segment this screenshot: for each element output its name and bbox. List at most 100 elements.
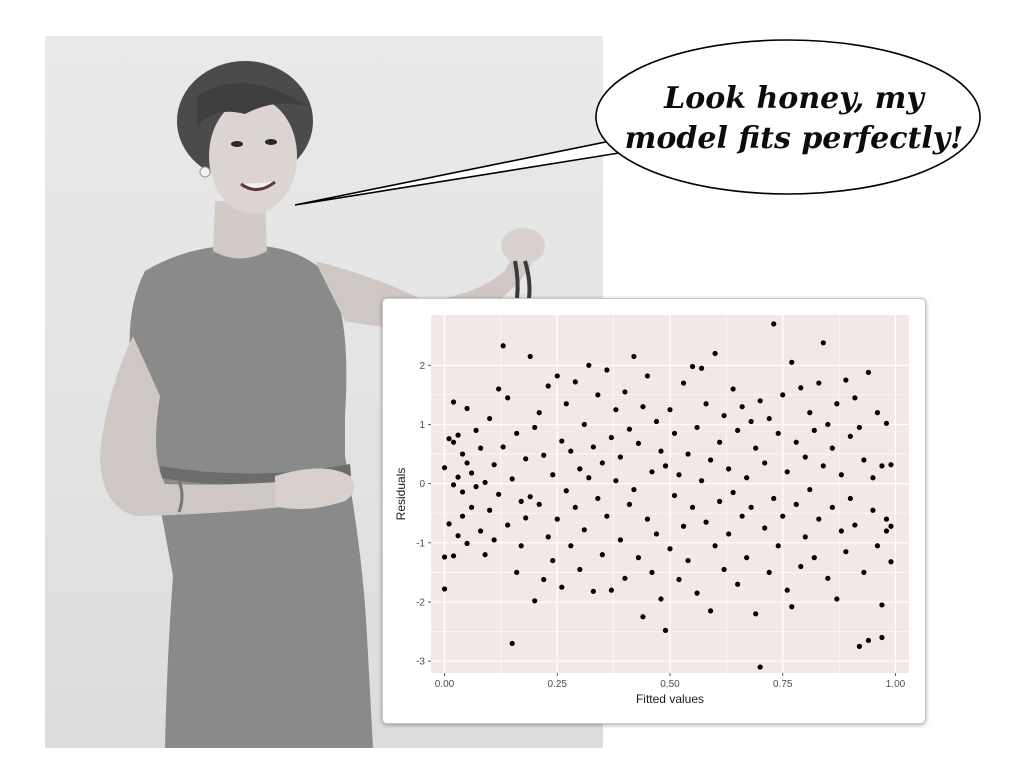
scatter-point <box>762 460 768 466</box>
scatter-point <box>735 427 741 433</box>
scatter-point <box>514 430 520 436</box>
scatter-point <box>563 488 569 494</box>
scatter-point <box>541 452 547 458</box>
scatter-point <box>820 340 826 346</box>
scatter-point <box>888 462 894 468</box>
scatter-point <box>487 415 493 422</box>
scatter-point <box>487 507 493 513</box>
scatter-point <box>771 321 777 327</box>
earring-shape <box>199 166 211 178</box>
scatter-point <box>532 598 538 604</box>
scatter-point <box>739 513 745 519</box>
scatter-point <box>459 489 466 495</box>
scatter-point <box>595 392 601 398</box>
scatter-point <box>717 498 723 504</box>
scatter-point <box>730 386 736 392</box>
smile-shape <box>240 180 276 191</box>
scatter-point <box>450 399 457 405</box>
scatter-point <box>825 421 831 428</box>
x-axis-ticks: 0.00 0.25 0.50 0.75 1.00 <box>435 673 906 690</box>
scatter-point <box>712 543 718 549</box>
scatter-point <box>834 401 840 407</box>
scatter-point <box>527 494 533 500</box>
scatter-point <box>658 596 664 602</box>
scatter-point <box>653 418 660 425</box>
scatter-point <box>793 501 799 507</box>
scatter-point <box>730 489 736 496</box>
scatter-point <box>559 438 565 444</box>
left-arm-shape <box>100 336 295 516</box>
scatter-point <box>802 534 808 540</box>
scatter-point <box>545 534 551 540</box>
scatter-point <box>568 448 574 454</box>
scatter-point <box>874 410 881 416</box>
scatter-point <box>712 350 718 357</box>
scatter-point <box>775 543 781 549</box>
scatter-point <box>617 454 623 460</box>
scatter-point <box>518 498 524 504</box>
scatter-point <box>847 495 853 502</box>
scatter-point <box>464 540 470 547</box>
scatter-point <box>572 504 578 510</box>
scatter-point <box>685 451 691 457</box>
scatter-point <box>802 454 808 460</box>
scatter-point <box>807 486 813 493</box>
scatter-point <box>888 523 894 529</box>
scatter-point <box>856 643 862 649</box>
x-tick-label: 0.00 <box>435 679 455 690</box>
scatter-point <box>459 513 466 519</box>
scatter-point <box>865 637 872 644</box>
gridlines <box>431 315 909 673</box>
scatter-point <box>874 543 881 549</box>
scatter-point <box>635 555 642 561</box>
scatter-point <box>658 448 664 454</box>
scatter-point <box>478 528 484 534</box>
scatter-point <box>577 466 583 472</box>
scatter-point <box>500 343 506 349</box>
scatter-point <box>608 434 614 441</box>
scatter-point <box>613 407 619 413</box>
scatter-point <box>595 495 601 502</box>
scatter-point <box>667 407 673 413</box>
scatter-point <box>861 569 867 576</box>
scatter-point <box>464 405 470 412</box>
x-tick-label: 0.50 <box>660 679 680 690</box>
scatter-point <box>523 515 529 521</box>
scatter-point <box>671 430 678 436</box>
scatter-point <box>784 469 790 475</box>
scatter-point <box>446 436 452 442</box>
scatter-point <box>509 476 515 482</box>
left-eye-shape <box>231 141 243 147</box>
scatter-point <box>626 426 633 432</box>
scatter-point <box>640 614 646 620</box>
scatter-point <box>680 380 687 386</box>
scatter-point <box>744 475 750 481</box>
scatter-point <box>717 439 723 445</box>
scatter-point <box>838 528 844 534</box>
scatter-point <box>807 410 813 416</box>
y-tick-label: -3 <box>416 657 425 668</box>
scatter-point <box>852 395 858 401</box>
scatter-point <box>536 410 542 416</box>
scatter-point <box>455 533 461 539</box>
residual-plot-card: 0.00 0.25 0.50 0.75 1.00 -3 -2 -1 0 1 2 Fitted va… <box>382 298 926 724</box>
scatter-point <box>500 444 506 450</box>
scatter-point <box>829 445 835 451</box>
scatter-point <box>473 427 479 433</box>
neck-shape <box>213 201 267 259</box>
scatter-point <box>676 576 682 583</box>
scatter-point <box>631 486 637 493</box>
scatter-point <box>622 389 628 395</box>
scatter-point <box>707 457 714 463</box>
scatter-point <box>870 475 876 481</box>
scatter-point <box>879 463 885 469</box>
scatter-point <box>847 433 853 439</box>
scatter-point <box>676 472 682 478</box>
scatter-point <box>509 640 515 647</box>
scatter-point <box>455 474 461 480</box>
scatter-point <box>856 424 862 431</box>
scatter-point <box>721 412 727 419</box>
scatter-point <box>766 415 772 422</box>
scatter-point <box>870 507 876 513</box>
x-tick-label: 0.25 <box>548 679 568 690</box>
